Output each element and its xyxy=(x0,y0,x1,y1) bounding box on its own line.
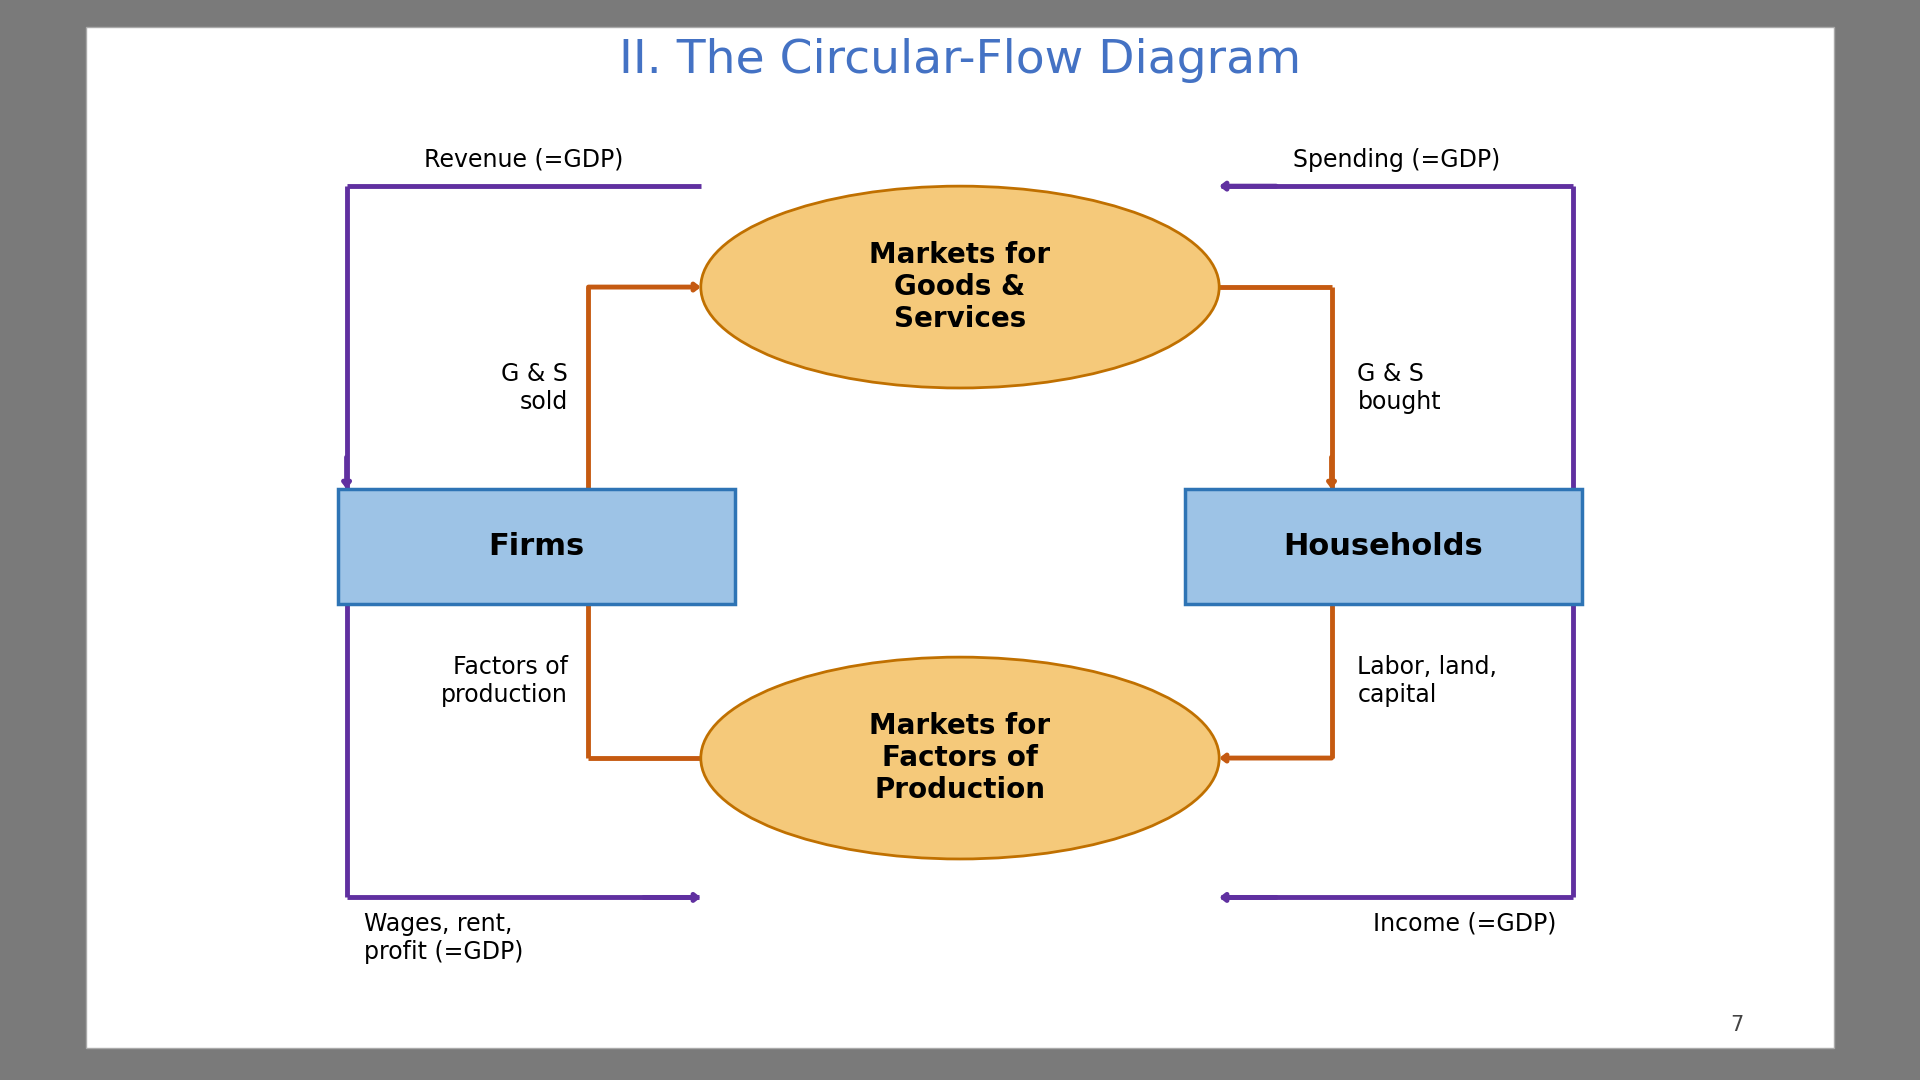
Text: Spending (=GDP): Spending (=GDP) xyxy=(1292,148,1500,172)
Text: Households: Households xyxy=(1283,532,1484,562)
Text: Markets for
Goods &
Services: Markets for Goods & Services xyxy=(870,241,1050,334)
Text: II. The Circular-Flow Diagram: II. The Circular-Flow Diagram xyxy=(618,38,1302,83)
Text: G & S
sold: G & S sold xyxy=(501,362,568,414)
Text: Firms: Firms xyxy=(488,532,586,562)
Text: 7: 7 xyxy=(1730,1014,1743,1035)
Text: Labor, land,
capital: Labor, land, capital xyxy=(1357,656,1498,707)
Text: Factors of
production: Factors of production xyxy=(442,656,568,707)
Text: Markets for
Factors of
Production: Markets for Factors of Production xyxy=(870,712,1050,805)
Ellipse shape xyxy=(701,657,1219,859)
Text: G & S
bought: G & S bought xyxy=(1357,362,1442,414)
Ellipse shape xyxy=(701,186,1219,388)
FancyBboxPatch shape xyxy=(1185,489,1582,604)
Text: Revenue (=GDP): Revenue (=GDP) xyxy=(424,148,624,172)
Text: Wages, rent,
profit (=GDP): Wages, rent, profit (=GDP) xyxy=(365,912,524,963)
Text: Income (=GDP): Income (=GDP) xyxy=(1373,912,1557,936)
FancyBboxPatch shape xyxy=(338,489,735,604)
